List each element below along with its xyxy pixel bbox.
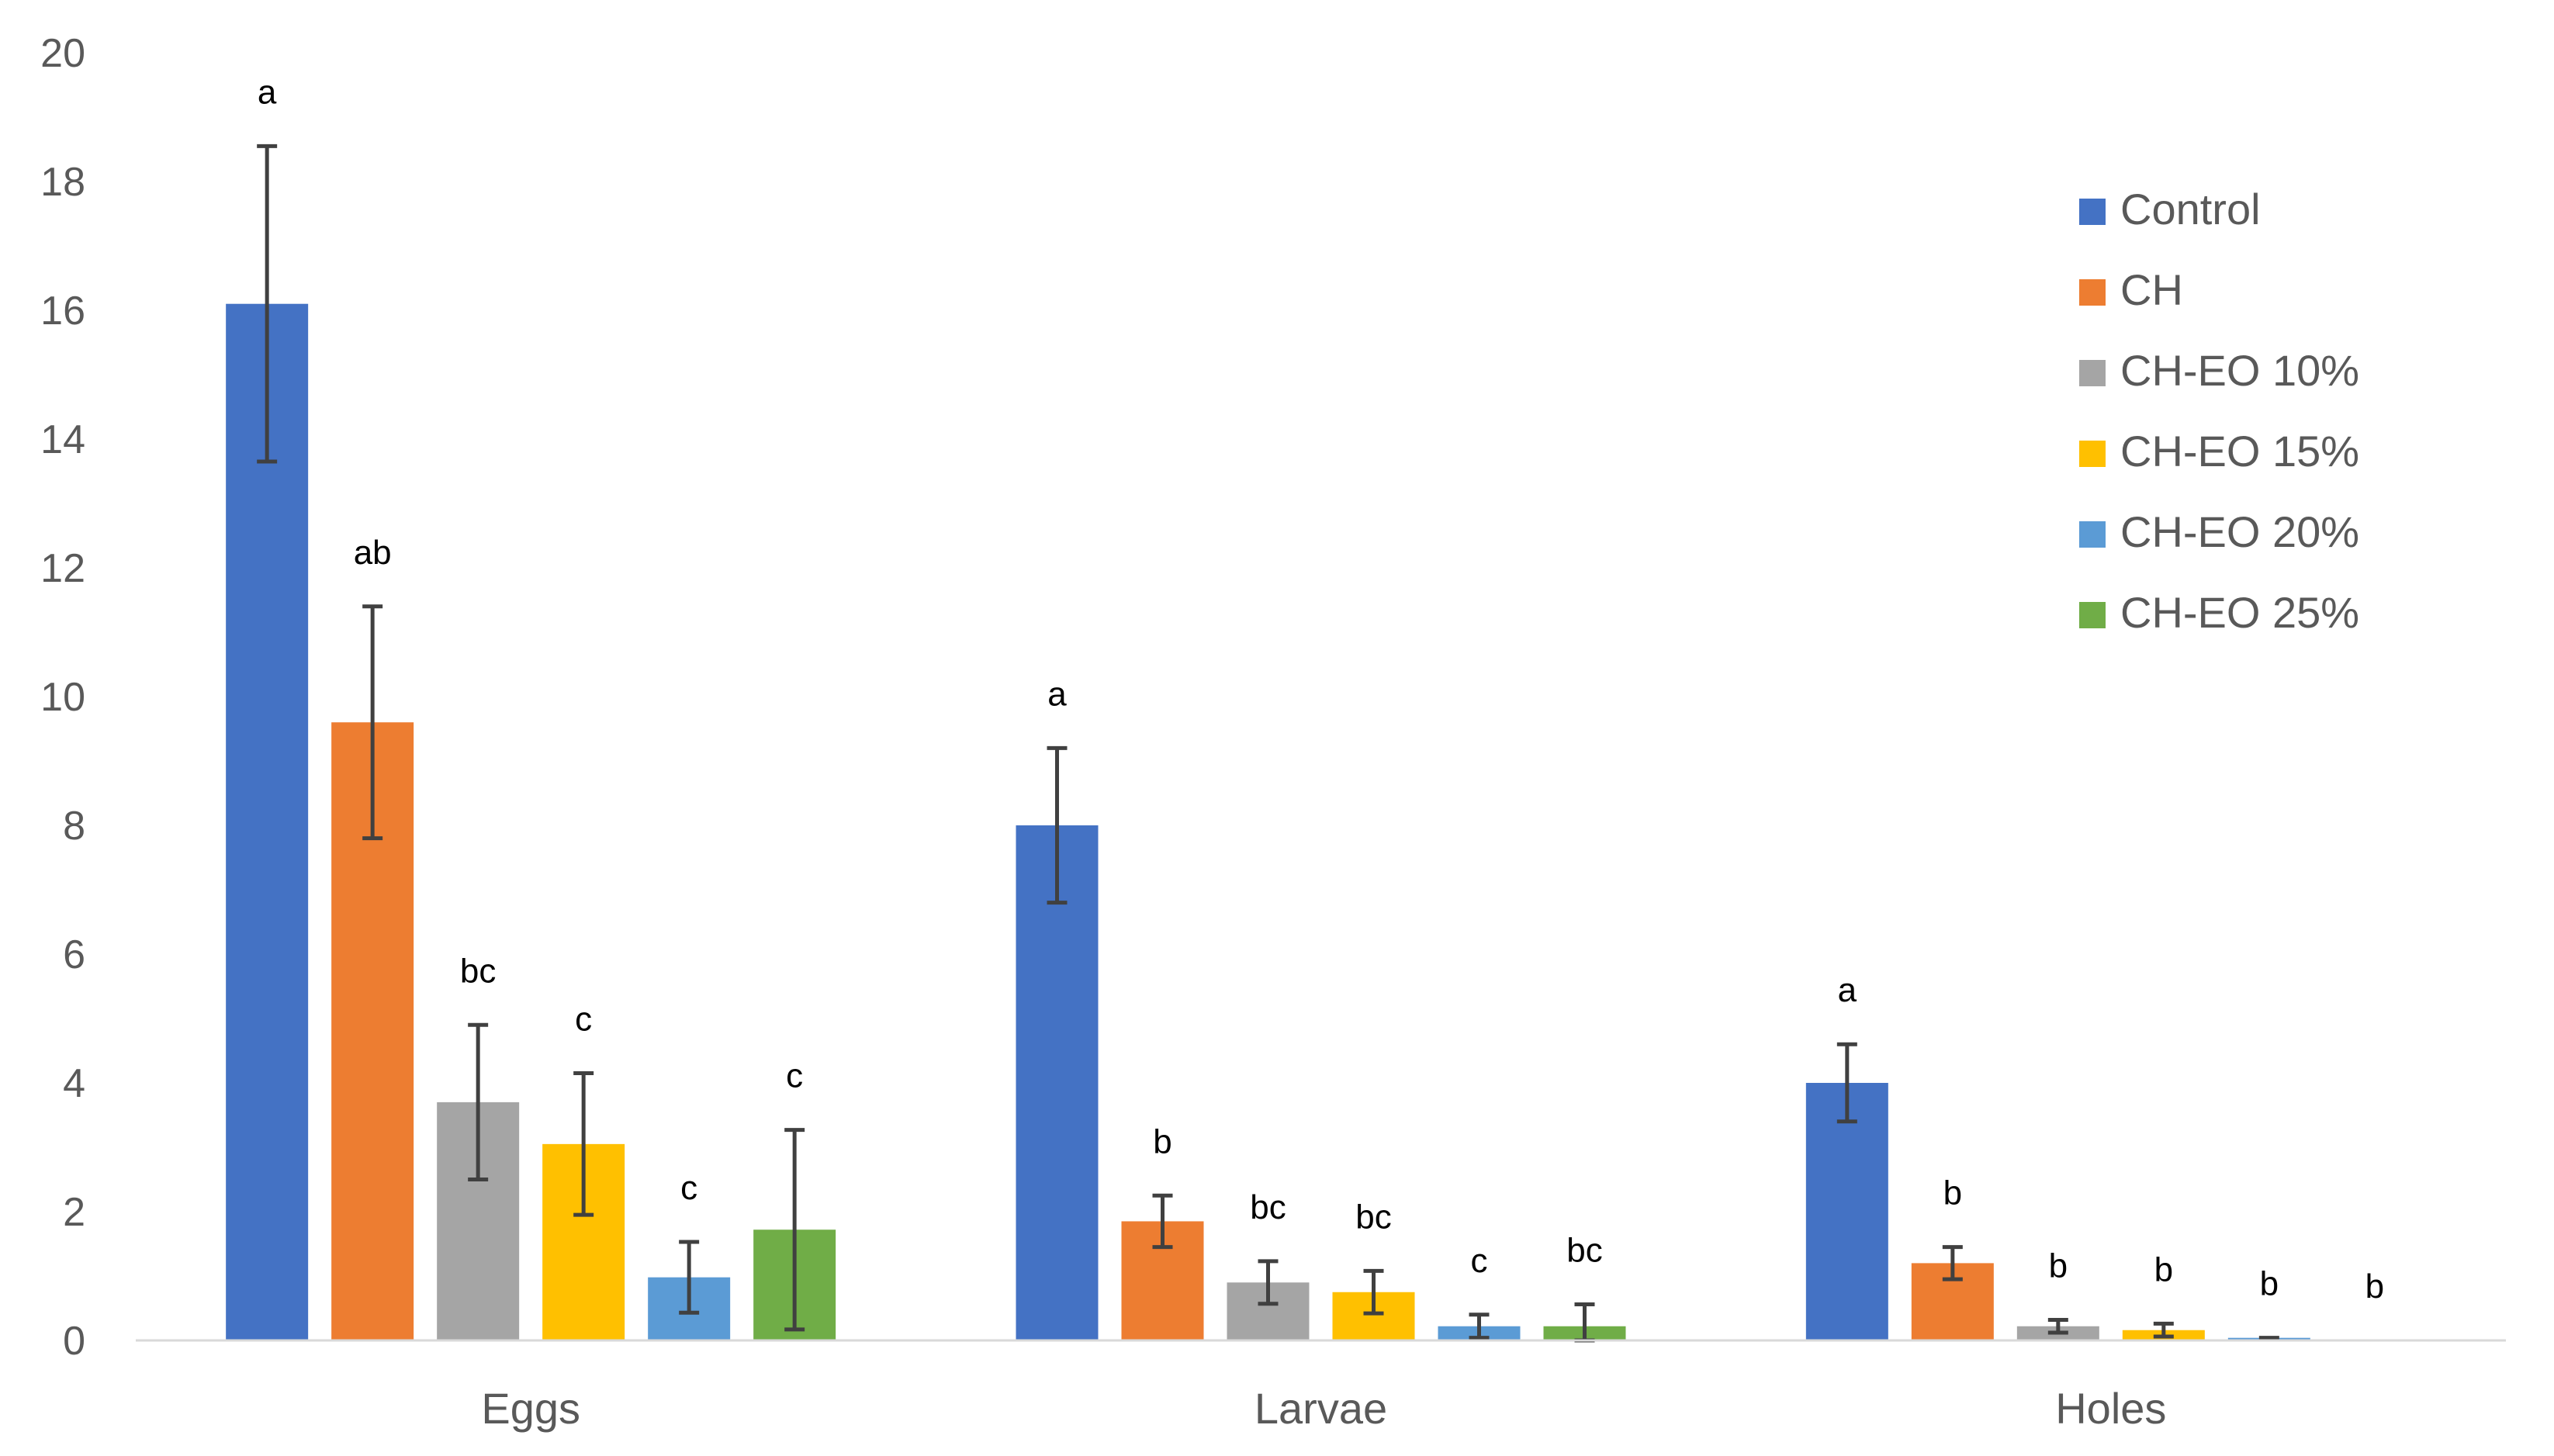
significance-label: c (680, 1169, 697, 1207)
bars (226, 303, 2310, 1341)
bar (1805, 1083, 1888, 1340)
significance-label: bc (1250, 1188, 1286, 1226)
legend-item: CH-EO 20% (2079, 507, 2359, 556)
legend-item: CH-EO 15% (2079, 427, 2359, 476)
error-bar (1258, 1259, 1279, 1306)
legend: Control CH CH-EO 10% CH-EO 15% CH-EO 20% CH-E… (2079, 185, 2359, 637)
error-bar (362, 604, 383, 841)
legend-label: Control (2120, 185, 2261, 233)
significance-label: ab (354, 534, 392, 572)
legend-swatch (2079, 602, 2106, 628)
error-bar (1047, 745, 1068, 905)
y-tick-label: 12 (40, 546, 85, 591)
significance-label: b (2049, 1247, 2068, 1285)
legend-swatch (2079, 441, 2106, 467)
legend-label: CH-EO 15% (2120, 427, 2359, 476)
legend-item: CH (2079, 265, 2183, 314)
y-axis-ticks: 0 2 4 6 8 10 12 14 16 18 20 (40, 31, 85, 1364)
legend-item: CH-EO 25% (2079, 588, 2359, 637)
error-bar (1363, 1268, 1384, 1316)
significance-label: a (1838, 971, 1857, 1009)
significance-label: c (575, 1001, 592, 1039)
legend-swatch (2079, 521, 2106, 548)
bar (1016, 825, 1099, 1340)
x-tick-label: Holes (2055, 1384, 2166, 1433)
legend-swatch (2079, 360, 2106, 386)
significance-label: bc (1566, 1232, 1602, 1270)
y-tick-label: 4 (63, 1061, 85, 1106)
significance-label: b (2154, 1250, 2173, 1288)
y-tick-label: 8 (63, 804, 85, 849)
error-bar (1836, 1042, 1857, 1124)
x-tick-label: Larvae (1255, 1384, 1387, 1433)
significance-label: c (786, 1057, 803, 1095)
significance-label: b (1943, 1174, 1962, 1212)
error-bar (679, 1240, 700, 1315)
significance-label: b (2365, 1268, 2384, 1306)
significance-label: c (1471, 1242, 1488, 1280)
y-tick-label: 0 (63, 1319, 85, 1364)
legend-label: CH-EO 20% (2120, 507, 2359, 556)
y-tick-label: 10 (40, 675, 85, 720)
error-bar (2047, 1317, 2068, 1335)
error-bar (468, 1022, 489, 1181)
error-bar (573, 1071, 594, 1217)
legend-label: CH-EO 25% (2120, 588, 2359, 637)
error-bar (1152, 1193, 1173, 1250)
y-tick-label: 16 (40, 289, 85, 334)
significance-label: a (258, 73, 277, 111)
error-bar (1942, 1245, 1963, 1281)
error-bars (257, 144, 2279, 1343)
legend-item: Control (2079, 185, 2261, 233)
y-tick-label: 14 (40, 417, 85, 462)
error-bar (784, 1128, 805, 1332)
significance-label: bc (460, 952, 496, 990)
legend-swatch (2079, 199, 2106, 225)
x-axis-category-labels: Eggs Larvae Holes (481, 1384, 2166, 1433)
legend-swatch (2079, 279, 2106, 306)
error-bar (2153, 1321, 2174, 1339)
significance-label: b (1153, 1122, 1171, 1160)
x-tick-label: Eggs (481, 1384, 580, 1433)
significance-label: bc (1355, 1198, 1391, 1236)
significance-label: a (1047, 675, 1067, 713)
error-bar (1469, 1312, 1490, 1340)
y-tick-label: 2 (63, 1190, 85, 1235)
error-bar (257, 144, 278, 464)
bar (226, 303, 309, 1341)
legend-label: CH (2120, 265, 2183, 314)
significance-label: b (2260, 1265, 2279, 1303)
y-tick-label: 6 (63, 932, 85, 977)
y-tick-label: 18 (40, 160, 85, 205)
y-tick-label: 20 (40, 31, 85, 76)
legend-label: CH-EO 10% (2120, 346, 2359, 395)
legend-item: CH-EO 10% (2079, 346, 2359, 395)
